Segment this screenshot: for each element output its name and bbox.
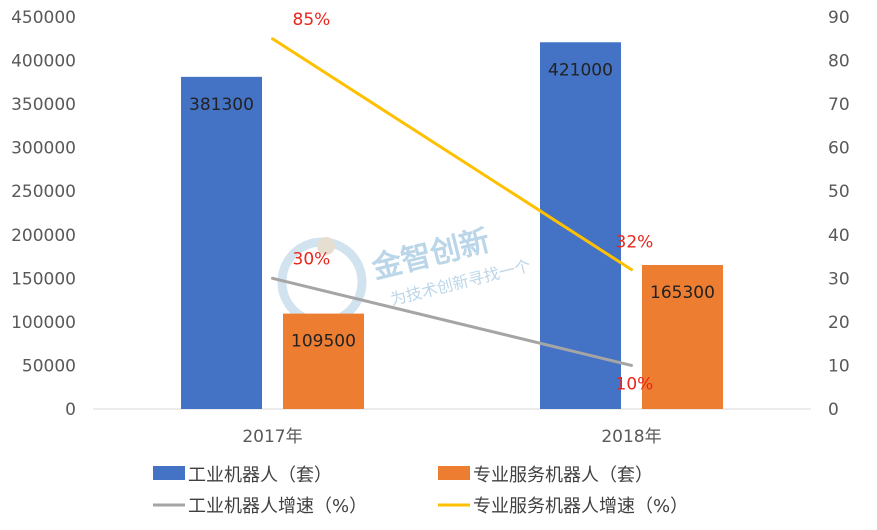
y-left-tick-label: 250000 (11, 182, 76, 202)
bars: 381300 421000 109500 165300 (181, 42, 723, 410)
y-left-tick-label: 100000 (11, 313, 76, 333)
line-value-label: 10% (616, 374, 654, 394)
legend-label: 工业机器人增速（%） (188, 496, 367, 517)
legend-label: 专业服务机器人（套） (473, 465, 653, 486)
y-right-tick-label: 50 (828, 182, 850, 202)
y-right-tick-label: 0 (828, 400, 839, 420)
y-left-tick-label: 0 (65, 400, 76, 420)
y-left-tick-label: 350000 (11, 95, 76, 115)
bar-value-label: 421000 (548, 60, 613, 80)
y-right-tick-label: 30 (828, 269, 850, 289)
y-left-tick-label: 50000 (22, 356, 76, 376)
legend-label: 工业机器人（套） (188, 465, 332, 486)
y-left-tick-label: 300000 (11, 139, 76, 159)
legend: 工业机器人（套） 专业服务机器人（套） 工业机器人增速（%） 专业服务机器人增速（%） (153, 465, 688, 517)
legend-swatch (153, 466, 185, 480)
bar (181, 76, 262, 409)
x-category-label: 2018年 (601, 427, 661, 447)
series-line (271, 37, 633, 272)
y-left-tick-label: 450000 (11, 8, 76, 28)
legend-label: 专业服务机器人增速（%） (473, 496, 688, 517)
watermark-ball-icon (317, 237, 335, 255)
bar-value-label: 381300 (189, 95, 254, 115)
y-left-tick-label: 400000 (11, 52, 76, 72)
bar-value-label: 165300 (650, 283, 715, 303)
bar (642, 265, 723, 409)
y-right-tick-label: 10 (828, 356, 850, 376)
line-value-label: 85% (293, 10, 331, 30)
y-right-tick-label: 80 (828, 52, 850, 72)
legend-swatch (438, 466, 470, 480)
y-right-tick-label: 40 (828, 226, 850, 246)
y-left-tick-label: 150000 (11, 269, 76, 289)
x-axis-categories: 2017年 2018年 (242, 427, 661, 447)
series-line (271, 276, 633, 367)
y-right-tick-label: 70 (828, 95, 850, 115)
y-right-tick-label: 90 (828, 8, 850, 28)
y-left-tick-label: 200000 (11, 226, 76, 246)
bar-value-label: 109500 (291, 332, 356, 352)
x-category-label: 2017年 (242, 427, 302, 447)
line-value-label: 30% (293, 249, 331, 269)
bar (283, 313, 364, 409)
y-axis-right: 0 10 20 30 40 50 60 70 80 90 (828, 8, 850, 420)
line-value-label: 32% (616, 233, 654, 253)
y-right-tick-label: 20 (828, 313, 850, 333)
y-right-tick-label: 60 (828, 139, 850, 159)
series-lines: 30% 10% 85% 32% (271, 10, 654, 394)
y-axis-left: 0 50000 100000 150000 200000 250000 300000 3500… (11, 8, 76, 420)
